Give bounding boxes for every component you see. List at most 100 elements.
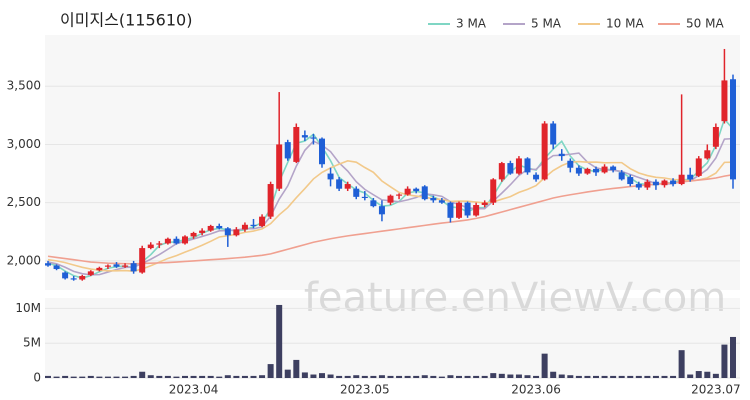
volume-bar <box>721 344 728 378</box>
candle-body <box>87 271 94 275</box>
candle-body <box>601 166 608 173</box>
volume-bar <box>387 375 394 378</box>
volume-bar <box>550 371 557 378</box>
candle-body <box>190 232 197 237</box>
volume-bar <box>661 375 668 378</box>
candle-body <box>593 168 599 173</box>
y-tick-label: 3,500 <box>7 79 41 93</box>
volume-bar <box>62 375 69 378</box>
volume-bar <box>293 359 300 378</box>
candle-body <box>652 181 659 186</box>
volume-bar <box>45 375 51 378</box>
volume-bar <box>438 376 445 378</box>
volume-bar <box>96 376 103 378</box>
volume-bar <box>413 375 420 378</box>
volume-bar <box>618 375 625 378</box>
y-tick-label: 5M <box>23 336 41 350</box>
volume-bar <box>687 374 694 378</box>
x-tick-label: 2023.06 <box>511 383 561 397</box>
volume-bar <box>378 375 385 378</box>
candle-body <box>53 265 60 270</box>
volume-bar <box>199 375 206 378</box>
volume-bar <box>147 375 154 378</box>
volume-bar <box>396 375 403 378</box>
volume-bar <box>627 375 634 378</box>
chart-title: 이미지스(115610) <box>60 11 192 30</box>
volume-bar <box>310 374 317 378</box>
volume-bar <box>464 375 471 378</box>
candle-body <box>139 248 146 273</box>
volume-bar <box>104 376 111 378</box>
volume-bar <box>122 376 129 378</box>
volume-bar <box>695 371 702 378</box>
candle-body <box>173 238 180 244</box>
volume-bar <box>610 375 617 378</box>
candle-body <box>293 126 300 162</box>
candle-body <box>430 198 437 201</box>
candle-body <box>670 180 677 185</box>
candle-body <box>712 126 719 147</box>
candle-body <box>62 272 69 279</box>
volume-bar <box>490 373 497 378</box>
candle-body <box>687 174 694 180</box>
volume-bar <box>473 375 480 378</box>
candle-body <box>70 278 77 280</box>
candle-body <box>199 230 206 233</box>
volume-bar <box>344 375 351 378</box>
candle-body <box>224 228 231 236</box>
candle-body <box>481 202 488 205</box>
legend-label: 50 MA <box>686 17 724 31</box>
volume-bar <box>712 373 719 378</box>
volume-bar <box>404 375 411 378</box>
y-tick-label: 3,000 <box>7 137 41 151</box>
candle-body <box>558 153 565 157</box>
candle-body <box>541 123 548 180</box>
volume-bar <box>421 375 428 378</box>
volume-bar <box>327 374 334 378</box>
volume-bar <box>558 374 565 378</box>
x-tick-label: 2023.05 <box>340 383 390 397</box>
candle-body <box>584 168 591 174</box>
candle-body <box>207 225 214 231</box>
volume-bar <box>481 375 488 378</box>
candle-body <box>661 180 668 186</box>
volume-bar <box>361 375 368 378</box>
y-tick-label: 2,500 <box>7 195 41 209</box>
ma-line <box>47 173 734 265</box>
volume-bar <box>113 376 120 378</box>
volume-bar <box>182 375 188 378</box>
volume-bar <box>730 336 736 378</box>
ma-line <box>47 160 734 272</box>
volume-panel <box>45 298 740 378</box>
volume-bar <box>353 375 360 378</box>
candle-body <box>336 179 343 189</box>
candle-body <box>276 144 283 189</box>
volume-bar <box>336 375 343 378</box>
legend-label: 5 MA <box>531 17 562 31</box>
volume-bar <box>276 304 283 378</box>
candle-body <box>216 225 223 229</box>
candle-body <box>241 224 248 230</box>
candle-body <box>156 243 163 245</box>
volume-bar <box>250 375 257 378</box>
candle-body <box>310 137 317 139</box>
candle-body <box>456 202 462 218</box>
candle-body <box>113 264 120 267</box>
candle-body <box>550 123 557 145</box>
volume-bar <box>507 374 514 378</box>
y-tick-label: 10M <box>15 301 41 315</box>
candle-body <box>353 188 360 197</box>
candle-body <box>730 79 736 180</box>
candle-body <box>164 238 171 244</box>
volume-bar <box>678 350 685 378</box>
volume-bar <box>584 375 591 378</box>
candle-body <box>96 267 103 271</box>
candle-body <box>378 206 385 215</box>
candle-body <box>567 160 574 168</box>
candle-body <box>404 188 411 195</box>
candle-body <box>421 186 428 200</box>
volume-bar <box>575 375 582 378</box>
candle-body <box>473 205 480 216</box>
volume-bar <box>233 375 240 378</box>
